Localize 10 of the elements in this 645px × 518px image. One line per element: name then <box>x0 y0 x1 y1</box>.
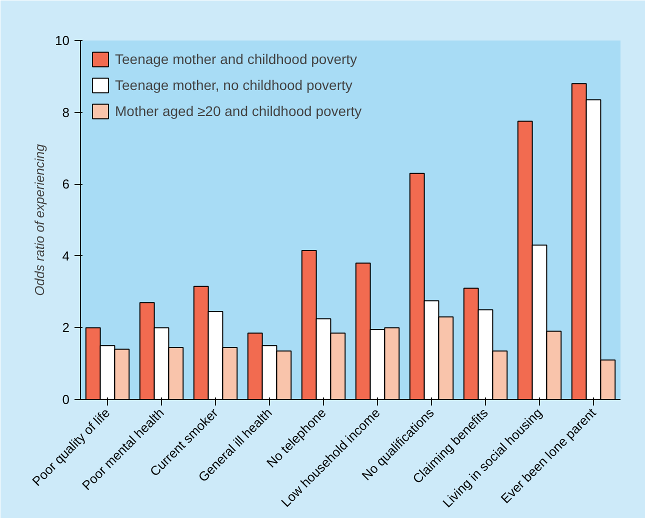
y-tick-label: 10 <box>55 33 70 48</box>
legend-label: Teenage mother, no childhood poverty <box>115 77 352 93</box>
y-tick-label: 8 <box>62 104 70 120</box>
y-tick-label: 6 <box>62 176 70 192</box>
y-tick-label: 4 <box>62 248 70 264</box>
y-tick-label: 0 <box>62 392 70 407</box>
y-axis-title: Odds ratio of experiencing <box>32 143 48 296</box>
legend-label: Mother aged ≥20 and childhood poverty <box>115 103 362 119</box>
legend-label: Teenage mother and childhood poverty <box>115 51 358 67</box>
y-tick-label: 2 <box>62 320 70 336</box>
